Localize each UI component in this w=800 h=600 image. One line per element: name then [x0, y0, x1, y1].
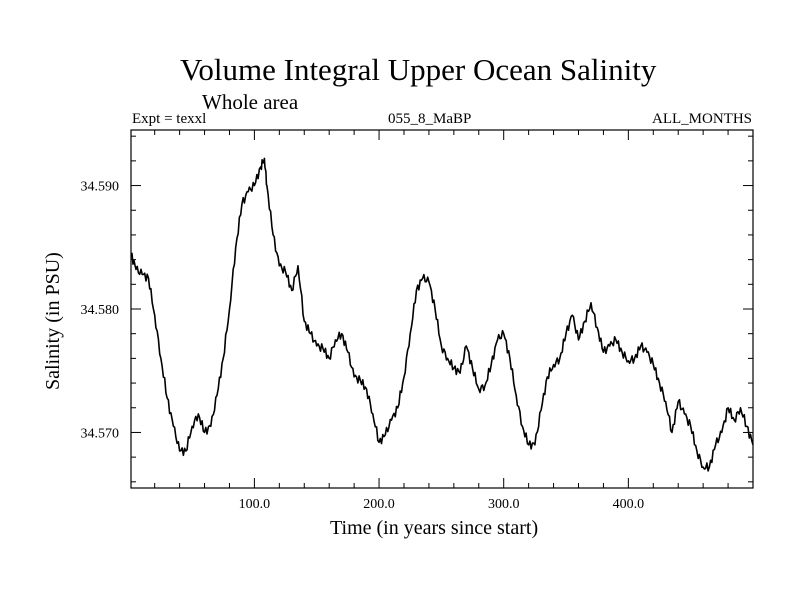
y-tick-label: 34.590: [81, 180, 120, 195]
chart-subtitle: Whole area: [202, 90, 299, 114]
run-id-label: 055_8_MaBP: [388, 111, 472, 127]
x-tick-label: 200.0: [363, 497, 395, 512]
chart-title: Volume Integral Upper Ocean Salinity: [180, 52, 657, 87]
x-tick-label: 100.0: [239, 497, 271, 512]
months-label: ALL_MONTHS: [652, 111, 752, 127]
x-axis-label: Time (in years since start): [330, 517, 539, 539]
tick-label-group: 100.0 200.0 300.0 400.0 34.570 34.580 34.590: [81, 180, 645, 512]
salinity-series-line: [131, 157, 754, 472]
y-tick-label: 34.570: [81, 426, 120, 441]
plot-frame: [130, 129, 754, 489]
x-tick-label: 300.0: [488, 497, 520, 512]
y-tick-label: 34.580: [81, 303, 120, 318]
experiment-label: Expt = texxl: [132, 111, 207, 127]
x-tick-label: 400.0: [613, 497, 645, 512]
tick-group: [131, 130, 753, 488]
